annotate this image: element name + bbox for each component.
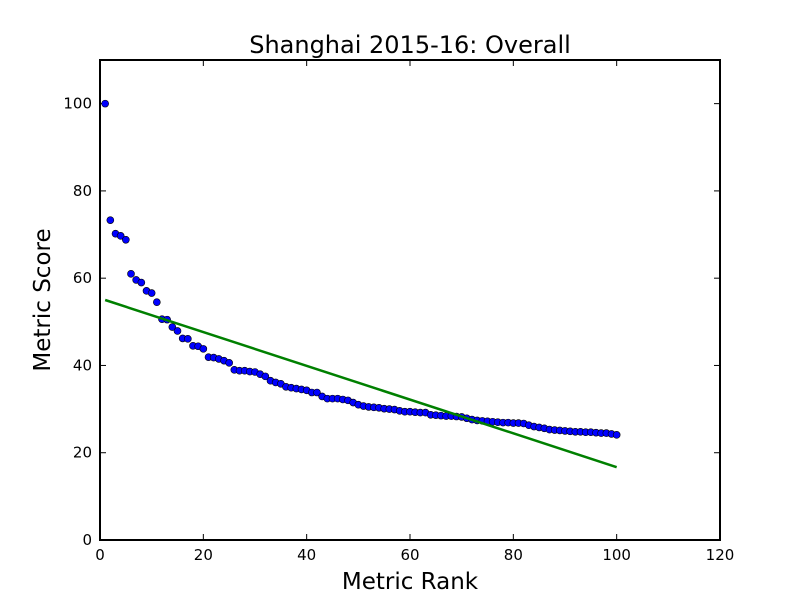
trend-line-group [104, 298, 618, 469]
y-tick-label: 40 [73, 356, 92, 374]
data-point [184, 335, 192, 343]
trend-line [104, 298, 618, 469]
x-axis-label: Metric Rank [342, 569, 479, 595]
data-point [261, 372, 270, 381]
y-tick-label: 0 [82, 531, 92, 549]
y-ticks: 0 20 40 60 80 100 [63, 95, 720, 549]
x-tick-label: 0 [95, 546, 105, 564]
x-tick-label: 120 [706, 546, 735, 564]
x-tick-label: 100 [602, 546, 631, 564]
data-points [101, 99, 621, 439]
y-tick-label: 60 [73, 269, 92, 287]
data-point [168, 323, 177, 331]
data-point [116, 232, 125, 240]
y-tick-label: 20 [73, 444, 92, 462]
data-point [153, 298, 161, 306]
data-point [122, 235, 130, 244]
data-point [313, 388, 321, 397]
x-tick-label: 40 [297, 546, 316, 564]
data-point [101, 99, 109, 108]
plot-frame [99, 59, 721, 541]
x-tick-label: 20 [194, 546, 213, 564]
data-point [225, 359, 233, 367]
data-point [106, 216, 115, 224]
y-tick-label: 80 [73, 182, 92, 200]
data-point [137, 278, 146, 287]
data-point [147, 289, 156, 297]
y-axis-label: Metric Score [30, 228, 56, 371]
data-point [199, 345, 208, 353]
x-tick-label: 80 [504, 546, 523, 564]
x-tick-label: 60 [400, 546, 419, 564]
y-tick-label: 100 [63, 95, 92, 113]
chart-title: Shanghai 2015-16: Overall [249, 31, 571, 59]
data-point [612, 431, 621, 439]
x-ticks: 0 20 40 60 80 100 120 [95, 60, 734, 564]
data-point [127, 270, 135, 278]
plot-area [100, 60, 720, 540]
data-point [173, 327, 182, 335]
